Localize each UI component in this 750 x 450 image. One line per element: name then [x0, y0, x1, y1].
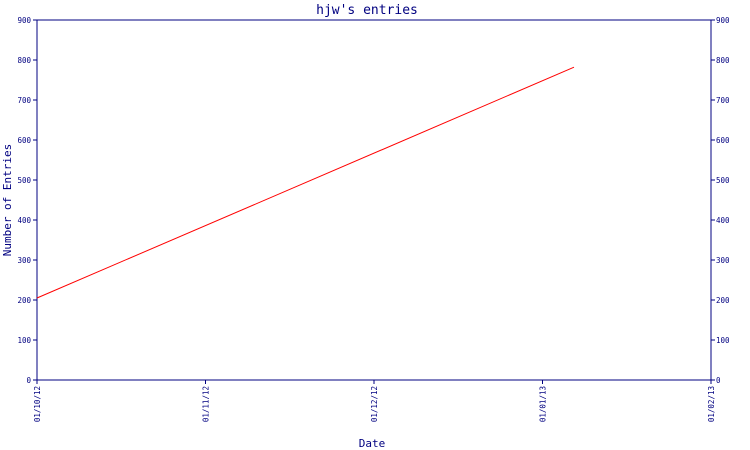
y-axis-left: 0 100 200 300 400 500 600 700 800 900	[17, 16, 37, 385]
y-tick-label-right: 800	[716, 56, 730, 65]
y-tick-label-right: 0	[716, 376, 721, 385]
y-tick-label-left: 500	[17, 176, 31, 185]
chart-title: hjw's entries	[316, 3, 418, 18]
y-tick-label-right: 200	[716, 296, 730, 305]
y-tick-label-right: 900	[716, 16, 730, 25]
y-tick-label-right: 300	[716, 256, 730, 265]
y-tick-label-left: 300	[17, 256, 31, 265]
y-tick-label-left: 100	[17, 336, 31, 345]
y-tick-label-left: 800	[17, 56, 31, 65]
series-line	[36, 66, 575, 299]
y-tick-label-right: 500	[716, 176, 730, 185]
y-tick-label-left: 900	[17, 16, 31, 25]
y-tick-label-left: 700	[17, 96, 31, 105]
plot-frame	[36, 19, 712, 381]
y-tick-label-right: 600	[716, 136, 730, 145]
series-group	[36, 66, 575, 299]
y-tick-label-right: 400	[716, 216, 730, 225]
y-tick-label-left: 400	[17, 216, 31, 225]
y-tick-label-right: 100	[716, 336, 730, 345]
y-tick-label-right: 700	[716, 96, 730, 105]
x-tick-label: 01/11/12	[202, 386, 211, 422]
x-tick-label: 01/02/13	[707, 386, 716, 422]
x-axis-label: Date	[359, 437, 386, 450]
x-tick-label: 01/10/12	[33, 386, 42, 422]
y-tick-label-left: 600	[17, 136, 31, 145]
y-axis-right: 0 100 200 300 400 500 600 700 800 900	[711, 16, 730, 385]
x-tick-label: 01/01/13	[539, 386, 548, 422]
x-axis: 01/10/12 01/11/12 01/12/12 01/01/13 01/02/13	[33, 380, 716, 422]
y-axis-label: Number of Entries	[1, 144, 14, 257]
y-tick-label-left: 0	[26, 376, 31, 385]
x-tick-label: 01/12/12	[370, 386, 379, 422]
y-tick-label-left: 200	[17, 296, 31, 305]
